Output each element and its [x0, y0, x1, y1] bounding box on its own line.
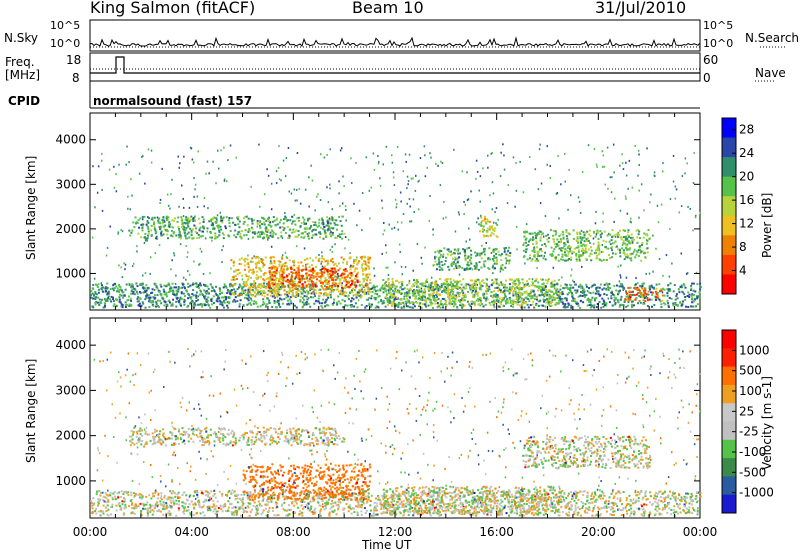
velocity-cbar-cell: [722, 403, 736, 422]
power-panel: 1000 2000 3000 4000: [55, 112, 702, 311]
power-ytick-label: 3000: [55, 177, 86, 191]
time-tick-label: 16:00: [479, 525, 514, 539]
power-cbar-tick-label: 12: [739, 217, 754, 231]
noise-tick-low: 10^0: [50, 37, 81, 50]
time-tick-label: 00:00: [73, 525, 108, 539]
time-tick-label: 20:00: [581, 525, 616, 539]
velocity-ytick-label: 3000: [55, 383, 86, 397]
power-frame: [89, 112, 701, 311]
power-cbar-tick-label: 24: [739, 146, 754, 160]
power-cbar-cell: [722, 235, 736, 256]
power-cbar-cell: [722, 254, 736, 275]
power-cbar-cell: [722, 215, 736, 236]
velocity-cbar-cell: [722, 494, 736, 514]
velocity-cbar-cell: [722, 348, 736, 368]
noise-tick-high-right: 10^5: [703, 19, 734, 32]
power-cbar-cell: [722, 157, 736, 178]
velocity-panel: 1000 2000 3000 4000: [55, 317, 702, 519]
power-cbar-cell: [722, 196, 736, 217]
noise-tick-high: 10^5: [50, 19, 81, 32]
velocity-cbar-tick-label: -500: [739, 465, 766, 479]
time-axis: 00:00 04:00 08:00 12:00 16:00 20:00 00:00: [73, 525, 718, 539]
nave-label: Nave: [755, 66, 786, 80]
nsky-label: N.Sky: [4, 31, 39, 45]
power-cbar-cell: [722, 118, 736, 139]
velocity-cbar-cell: [722, 384, 736, 404]
time-tick-label: 00:00: [683, 525, 718, 539]
cpid-label: CPID: [8, 94, 41, 108]
velocity-ytick-label: 4000: [55, 338, 86, 352]
power-cbar-tick-label: 28: [739, 123, 754, 137]
velocity-cbar-cell: [722, 421, 736, 441]
velocity-cbar-label: Velocity [m s-1]: [760, 376, 774, 470]
velocity-cbar-cell: [722, 330, 736, 349]
power-cbar-label: Power [dB]: [760, 192, 774, 258]
velocity-cbar-cell: [722, 439, 736, 459]
freq-tick-low: 8: [72, 71, 80, 85]
time-xlabel: Time UT: [362, 538, 412, 552]
power-cbar-tick-label: 4: [739, 264, 747, 278]
freq-label-line1: Freq.: [5, 55, 35, 69]
power-cbar-cell: [722, 137, 736, 158]
freq-trace: [90, 56, 700, 74]
freq-label-line2: [MHz]: [5, 68, 41, 82]
time-tick-label: 12:00: [378, 525, 413, 539]
beam-title: Beam 10: [352, 0, 424, 17]
power-ylabel: Slant Range [km]: [24, 155, 38, 260]
time-tick-label: 08:00: [276, 525, 311, 539]
cpid-value: normalsound (fast) 157: [93, 94, 253, 108]
freq-label: Freq. [MHz]: [5, 56, 40, 82]
power-ytick-label: 4000: [55, 133, 86, 147]
power-cbar-tick-label: 20: [739, 170, 754, 184]
velocity-ytick-label: 1000: [55, 474, 86, 488]
date-title: 31/Jul/2010: [595, 0, 687, 17]
velocity-cbar-cell: [722, 476, 736, 496]
velocity-cbar-tick-label: -1000: [739, 486, 774, 500]
nsearch-label: N.Search: [745, 31, 800, 45]
freq-line: [90, 56, 700, 74]
velocity-ylabel: Slant Range [km]: [24, 358, 38, 463]
velocity-cbar-tick-label: 1000: [739, 343, 770, 357]
velocity-cbar-cell: [722, 458, 736, 477]
nave-tick-low: 0: [703, 71, 711, 85]
nave-tick-high: 60: [703, 53, 719, 67]
power-cbar-cell: [722, 274, 736, 295]
power-ytick-label: 2000: [55, 222, 86, 236]
velocity-cells: [90, 348, 702, 517]
noise-tick-low-right: 10^0: [703, 37, 734, 50]
power-cbar-tick-label: 16: [739, 193, 754, 207]
time-tick-label: 04:00: [174, 525, 209, 539]
velocity-cbar-cell: [722, 366, 736, 386]
velocity-cbar-tick-label: 100: [739, 384, 762, 398]
velocity-cbar-tick-label: -25: [739, 425, 759, 439]
velocity-colorbar: 1000 500 100 25 -25 -100 -500 -1000: [721, 329, 774, 514]
noise-frame: [89, 19, 701, 52]
noise-sky-line: [89, 36, 701, 47]
freq-tick-high: 18: [66, 53, 82, 67]
freq-frame: [89, 52, 701, 82]
velocity-cbar-tick-label: -100: [739, 445, 766, 459]
velocity-cbar-frame: [721, 329, 737, 514]
velocity-cbar-tick-label: 500: [739, 364, 762, 378]
power-cbar-cell: [722, 176, 736, 197]
power-ytick-label: 1000: [55, 266, 86, 280]
power-cbar-tick-label: 8: [739, 240, 747, 254]
power-cbar-frame: [721, 117, 737, 295]
noise-trace: [89, 36, 701, 48]
station-title: King Salmon (fitACF): [90, 0, 256, 17]
velocity-cbar-tick-label: 25: [739, 404, 754, 418]
velocity-ytick-label: 2000: [55, 429, 86, 443]
power-colorbar: 4 8 12 16 20 24 28: [721, 117, 754, 295]
power-cells: [90, 143, 702, 309]
